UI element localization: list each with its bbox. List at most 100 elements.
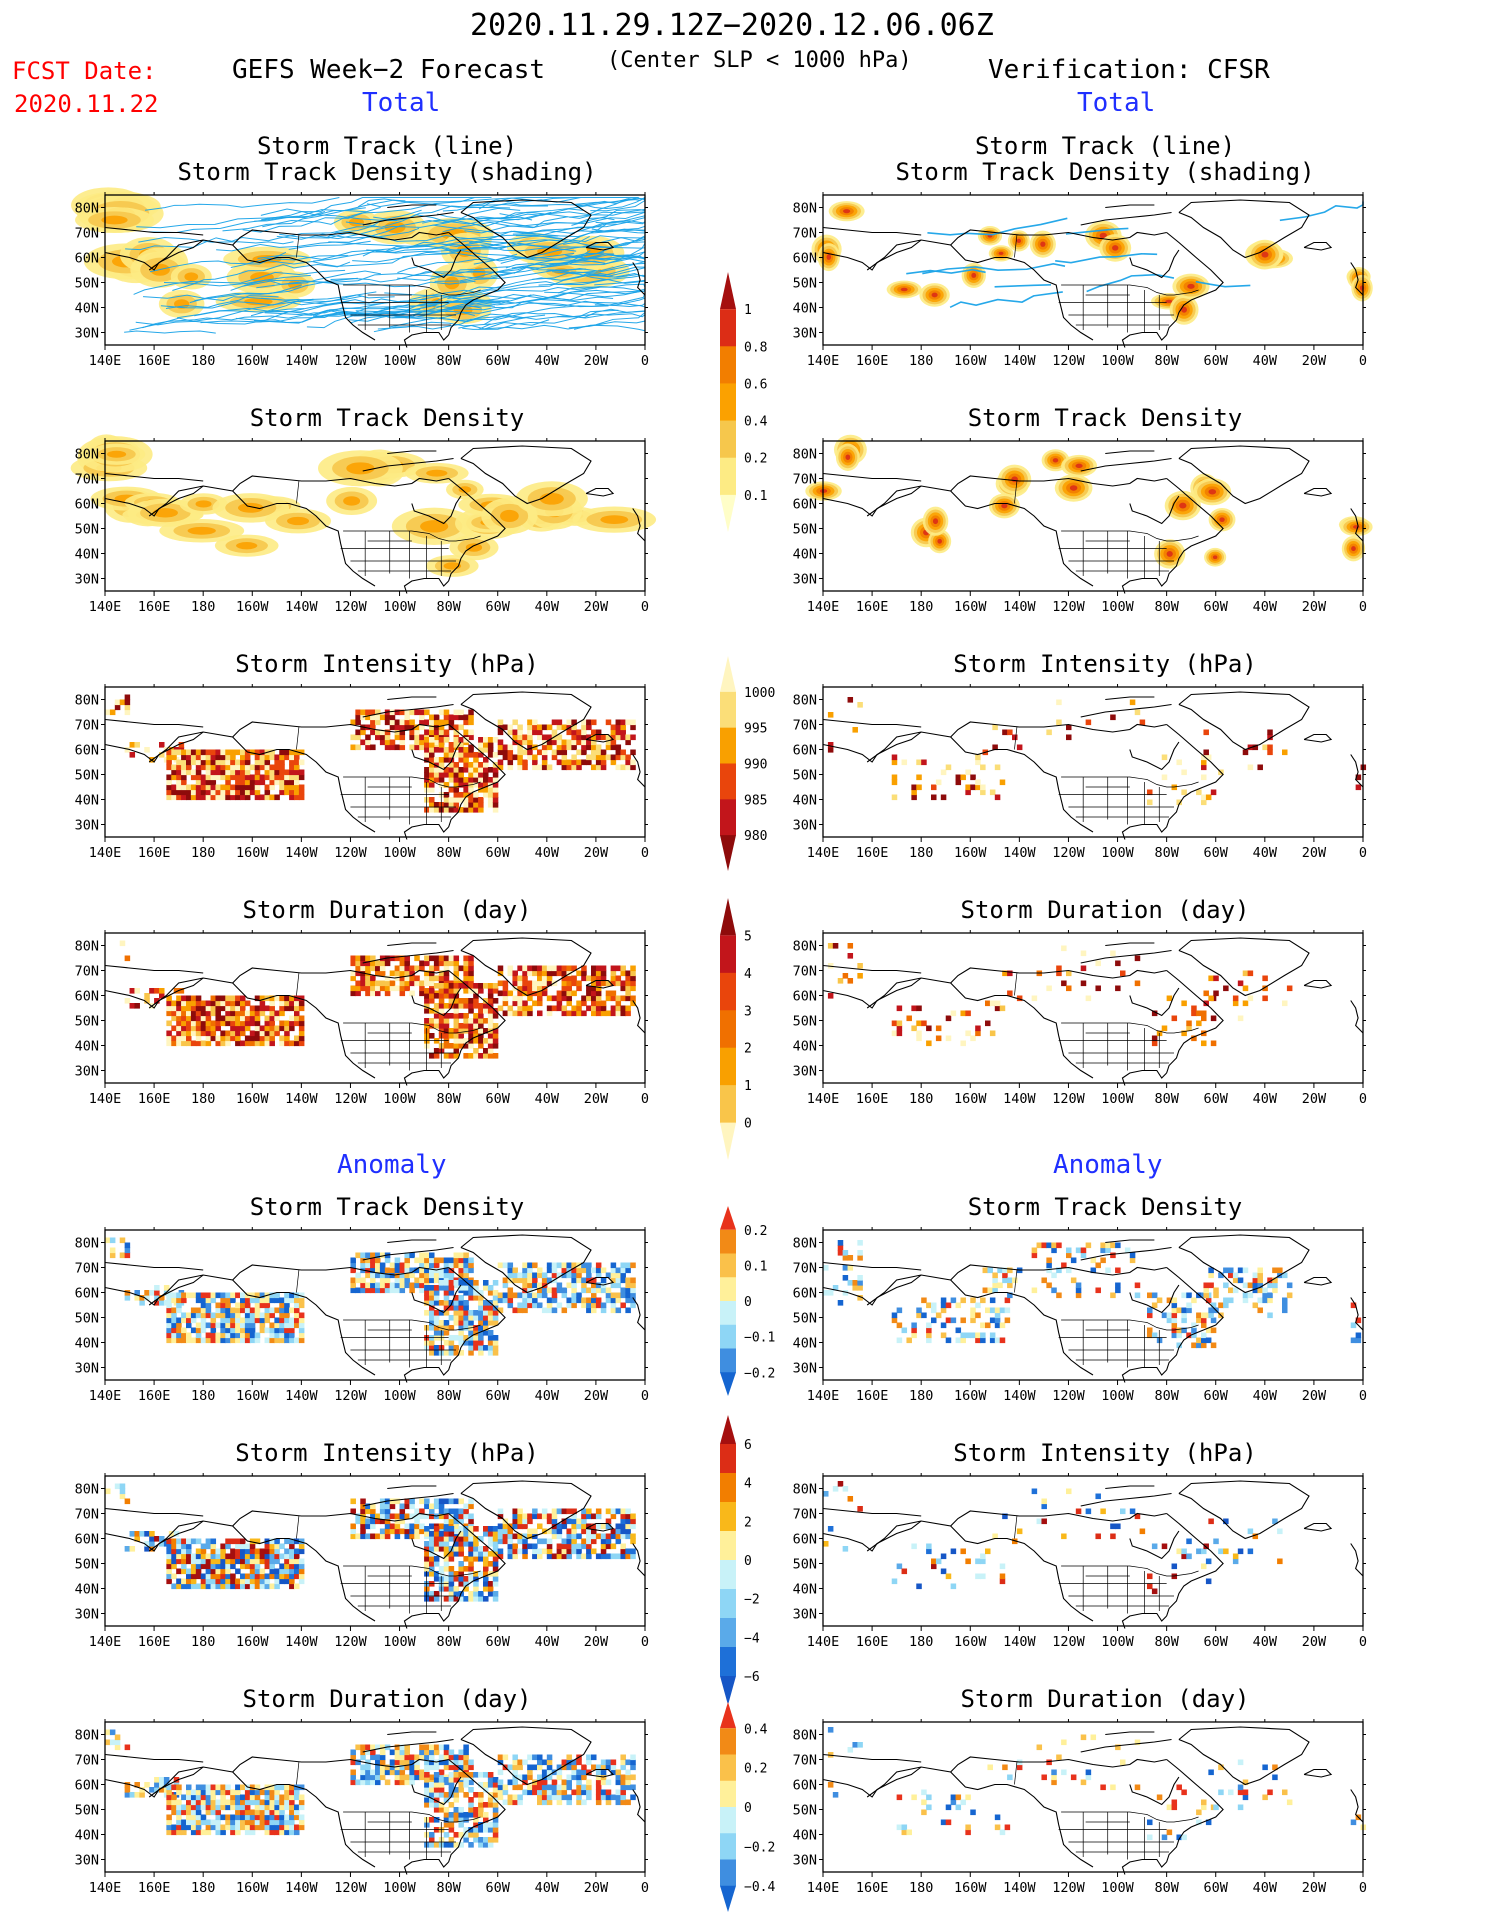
heatmap-cell [205,1020,212,1027]
heatmap-cell [443,1295,450,1301]
heatmap-cell [230,1829,236,1836]
heatmap-cell [551,965,558,972]
heatmap-cell [994,1312,1001,1319]
heatmap-cell [566,995,572,1002]
heatmap-cell [429,1754,435,1761]
heatmap-cell [1070,1277,1077,1284]
heatmap-cell [997,1282,1003,1289]
heatmap-cell [124,1295,131,1301]
heatmap-cell [595,1523,602,1530]
heatmap-cell [960,1332,966,1339]
heatmap-cell [532,719,538,726]
heatmap-cell [166,1035,172,1042]
heatmap-cell [453,1048,460,1054]
heatmap-cell [1115,985,1121,992]
heatmap-cell [279,1312,285,1319]
heatmap-cell [960,1548,966,1555]
heatmap-cell [940,1322,947,1329]
heatmap-cell [394,744,401,751]
heatmap-cell [994,1000,1001,1007]
heatmap-cell [220,1292,226,1299]
heatmap-cell [443,1556,450,1562]
heatmap-cell [620,1292,626,1299]
heatmap-cell [424,1295,430,1301]
heatmap-cell [419,724,425,731]
heatmap-cell [433,734,440,741]
heatmap-cell [537,724,543,731]
lat-tick-label: 50N [75,522,99,538]
heatmap-cell [443,1576,450,1582]
heatmap-cell [842,1546,849,1552]
heatmap-cell [448,1566,455,1572]
lat-tick-label: 40N [75,301,99,317]
heatmap-cell [433,1053,440,1059]
heatmap-cell [443,1013,450,1019]
gefs-anom-intensity-title: Storm Intensity (hPa) [235,1439,539,1467]
heatmap-cell [463,1526,469,1532]
heatmap-cell [576,749,582,756]
heatmap-cell [532,1272,538,1279]
heatmap-cell [240,1307,246,1314]
heatmap-cell [1196,1010,1202,1017]
heatmap-cell [556,1272,563,1279]
heatmap-cell [200,1553,207,1560]
heatmap-cell [284,1558,290,1565]
heatmap-cell [284,1332,290,1339]
heatmap-cell [424,757,430,763]
heatmap-cell [502,744,509,751]
map-frame [104,194,646,346]
heatmap-cell [1176,1327,1182,1334]
density-contour [900,287,908,292]
heatmap-cell [541,1307,548,1314]
heatmap-cell [379,965,386,972]
heatmap-cell [591,734,597,741]
heatmap-cell [181,1548,187,1555]
heatmap-cell [438,742,445,748]
heatmap-cell [124,1242,131,1249]
map-svg: 140E 160E 180 160W 140W 120W 100W 80W 60W 40W 20W 0… [793,1227,1367,1404]
heatmap-cell [254,774,261,781]
lat-tick-label: 40N [75,547,99,563]
heatmap-cell [522,759,528,766]
heatmap-cell [1257,1277,1263,1284]
heatmap-cell [630,1000,636,1007]
heatmap-cell [566,764,572,771]
heatmap-cell [225,1578,231,1585]
heatmap-cell [443,1280,450,1286]
heatmap-cell [1056,965,1062,972]
heatmap-cell [561,1292,568,1299]
heatmap-cell [1016,995,1023,1002]
heatmap-cell [468,1285,474,1291]
heatmap-cell [379,1513,386,1520]
lon-tick-label: 160E [856,845,889,861]
heatmap-cell [284,1578,290,1585]
heatmap-cell [581,1543,587,1550]
heatmap-cell [487,797,494,803]
heatmap-cell [847,1255,854,1261]
heatmap-cell [186,1573,192,1580]
heatmap-cell [225,789,231,796]
heatmap-cell [1007,729,1013,736]
heatmap-cell [274,1327,280,1334]
lon-tick-label: 60W [486,1388,511,1404]
heatmap-cell [414,1764,420,1771]
heatmap-cell [284,749,290,756]
heatmap-cell [512,1307,518,1314]
lon-tick-label: 140W [1003,1634,1036,1650]
lat-tick-label: 70N [793,1261,817,1277]
heatmap-cell [1247,995,1254,1002]
heatmap-cell [595,965,602,972]
heatmap-cell [379,1252,386,1259]
heatmap-cell [473,1028,479,1034]
lon-tick-label: 100W [1101,353,1134,369]
heatmap-cell [891,759,898,766]
heatmap-cell [298,1000,305,1007]
heatmap-cell [453,1498,460,1505]
heatmap-cell [240,1000,246,1007]
map-svg: 140E 160E 180 160W 140W 120W 100W 80W 60W 40W 20W 0… [793,434,1373,615]
heatmap-cell [1046,1282,1052,1289]
heatmap-cell [443,1546,450,1552]
heatmap-cell [916,1030,922,1037]
heatmap-cell [615,975,622,982]
heatmap-cell [429,975,435,982]
